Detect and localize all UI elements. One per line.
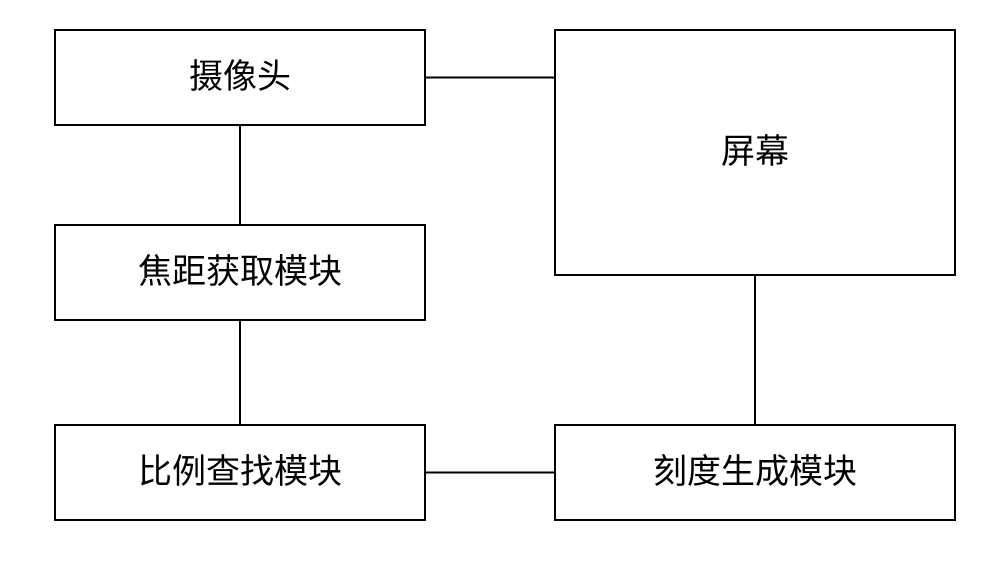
- node-focal-label: 焦距获取模块: [138, 253, 342, 291]
- node-screen-label: 屏幕: [721, 133, 789, 171]
- node-screen: 屏幕: [555, 30, 955, 275]
- node-scale: 刻度生成模块: [555, 425, 955, 520]
- node-ratio: 比例查找模块: [55, 425, 425, 520]
- node-ratio-label: 比例查找模块: [138, 453, 342, 491]
- node-camera: 摄像头: [55, 30, 425, 125]
- node-focal: 焦距获取模块: [55, 225, 425, 320]
- diagram-canvas: 摄像头 屏幕 焦距获取模块 比例查找模块 刻度生成模块: [0, 0, 1000, 562]
- node-scale-label: 刻度生成模块: [653, 453, 857, 491]
- node-camera-label: 摄像头: [189, 58, 291, 96]
